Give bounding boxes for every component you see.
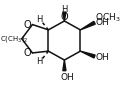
Text: OH: OH	[95, 18, 109, 27]
Text: O: O	[61, 12, 68, 22]
Text: H: H	[36, 15, 43, 24]
Polygon shape	[80, 21, 95, 30]
Text: OCH$_3$: OCH$_3$	[95, 11, 121, 24]
Text: O: O	[23, 48, 31, 58]
Text: OH: OH	[60, 73, 74, 82]
Text: C(CH$_3$)$_2$: C(CH$_3$)$_2$	[0, 34, 29, 44]
Polygon shape	[63, 60, 66, 71]
Text: OH: OH	[95, 53, 109, 62]
Polygon shape	[80, 51, 95, 58]
Text: H: H	[61, 5, 68, 14]
Text: O: O	[23, 20, 31, 30]
Polygon shape	[63, 12, 66, 21]
Text: H: H	[36, 57, 43, 66]
